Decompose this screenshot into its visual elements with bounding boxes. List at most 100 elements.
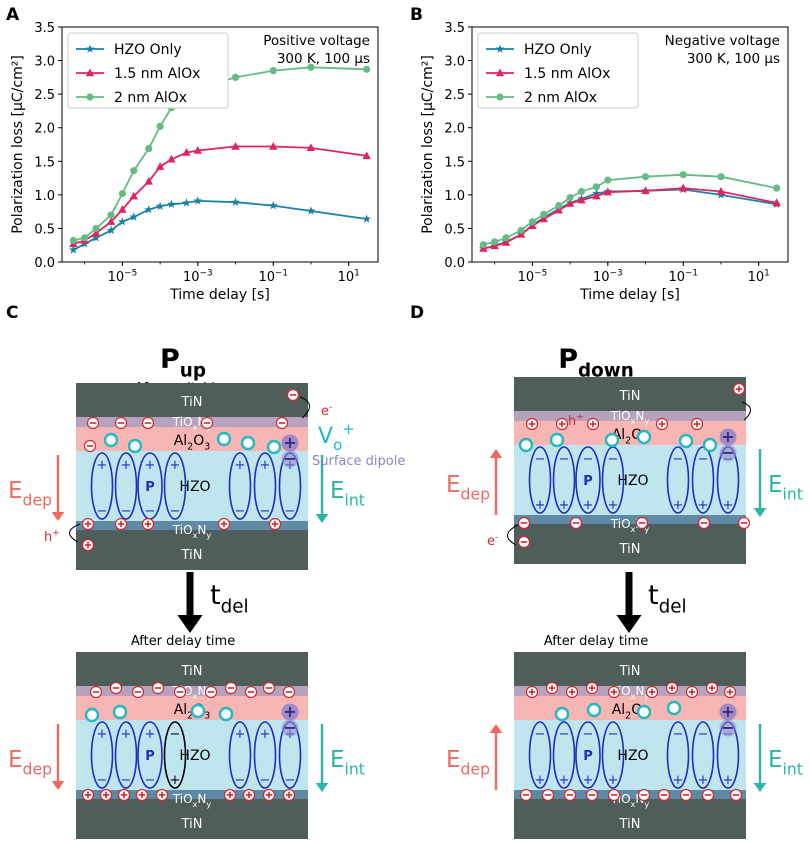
tioxny-bottom-label-part: TiO xyxy=(610,517,631,531)
legend-label: 2 nm AlOx xyxy=(114,90,187,106)
y-tick-label: 1.5 xyxy=(34,155,55,170)
data-point xyxy=(306,206,316,215)
y-tick-label: 0.0 xyxy=(444,256,465,271)
edep-label: Edep xyxy=(8,478,52,509)
negative-charge xyxy=(635,516,649,530)
x-tick-label-part: −3 xyxy=(200,269,213,279)
data-point xyxy=(130,167,138,175)
tdel-label-c-part: del xyxy=(221,597,249,618)
domain-outline xyxy=(253,452,277,520)
tdel-arrow-c xyxy=(177,572,203,633)
tioxny-bottom-layer xyxy=(514,790,746,799)
y-tick-label: 2.5 xyxy=(34,88,55,103)
domain-charge: + xyxy=(698,498,709,513)
tin-bottom-layer xyxy=(76,530,308,570)
data-point xyxy=(363,65,371,73)
hole-label-d-part: h xyxy=(568,414,576,429)
y-tick-label: 2.0 xyxy=(34,122,55,137)
oxygen-vacancy xyxy=(666,700,682,716)
al2o3-label-part: 2 xyxy=(625,710,631,721)
data-point xyxy=(155,201,165,210)
data-point xyxy=(307,63,315,71)
tioxny-label-part: TiO xyxy=(172,415,193,429)
tioxny-bottom-label-part: x xyxy=(193,530,198,540)
domain-ellipse: +− xyxy=(253,721,277,789)
al2o3-label-part: O xyxy=(193,433,204,449)
domain-charge: + xyxy=(583,498,594,513)
y-tick-label: 3.5 xyxy=(34,21,55,36)
oxygen-vacancy xyxy=(240,435,256,451)
domain-ellipse: −+ xyxy=(666,721,690,789)
domain-charge: + xyxy=(559,498,570,513)
edep-label-part: E xyxy=(446,472,461,498)
tdel-label-d: tdel xyxy=(648,580,687,618)
plot-frame xyxy=(61,26,379,263)
tioxny-bottom-label-part: TiO xyxy=(172,523,193,537)
y-axis-label: Polarization loss [μC/cm²] xyxy=(420,55,436,234)
x-axis-label: Time delay [s] xyxy=(169,287,270,303)
hole-label-d-part: + xyxy=(576,413,583,423)
domain-charge: + xyxy=(723,498,734,513)
annotation-line: Negative voltage xyxy=(665,33,780,49)
domain-outline xyxy=(528,446,552,514)
domain-charge: + xyxy=(97,458,108,473)
domain-outline xyxy=(575,721,601,789)
domain-charge: + xyxy=(235,727,246,742)
tioxny-label-part: N xyxy=(635,684,644,698)
negative-charge xyxy=(204,685,218,699)
annotation-line: 300 K, 100 μs xyxy=(277,51,370,67)
domain-ellipse: −+ xyxy=(528,446,552,514)
al2o3-label-part: Al xyxy=(174,702,187,718)
positive-charge xyxy=(223,788,237,802)
x-tick-label-part: 10 xyxy=(593,270,610,285)
hzo-layer xyxy=(514,445,746,515)
data-point xyxy=(182,148,191,156)
x-tick-label-part: 10 xyxy=(668,270,685,285)
legend-marker xyxy=(86,93,94,101)
legend-marker xyxy=(495,68,505,77)
tioxny-label: TiOxNy xyxy=(610,409,650,426)
after-delay-c: After delay time xyxy=(131,634,235,649)
domain-outline xyxy=(552,446,576,514)
eint-arrow xyxy=(315,455,329,523)
legend-marker xyxy=(85,44,95,53)
tioxny-bottom-label-part: x xyxy=(193,799,198,809)
data-point xyxy=(717,173,725,181)
vacancy-label: Vo+ xyxy=(318,420,355,454)
edep-label-part: dep xyxy=(461,759,491,778)
dipole-minus: − xyxy=(283,718,296,737)
data-point xyxy=(592,183,601,191)
tioxny-bottom-label-part: y xyxy=(644,799,649,809)
negative-charge xyxy=(563,788,577,802)
domain-outline xyxy=(601,721,625,789)
eint-label-part: int xyxy=(345,759,365,778)
edep-label: Edep xyxy=(446,472,490,503)
edep-arrow xyxy=(51,455,65,521)
domain-outline xyxy=(228,452,252,520)
eint-label-part: E xyxy=(330,747,345,773)
series-2-nm-alox xyxy=(69,63,371,245)
tdel-label-d-part: t xyxy=(648,580,659,611)
data-point xyxy=(679,183,688,192)
edep-arrow-head xyxy=(51,512,65,521)
data-point xyxy=(231,142,240,150)
domain-outline xyxy=(163,452,187,520)
data-point xyxy=(491,238,499,246)
legend-label: HZO Only xyxy=(524,42,592,58)
oxygen-vacancy xyxy=(218,706,234,722)
data-point xyxy=(528,218,537,226)
heading-pup: Pup xyxy=(160,344,206,382)
hzo-label: HZO xyxy=(179,479,210,495)
negative-charge xyxy=(585,788,599,802)
domain-charge: + xyxy=(535,773,546,788)
annotation-line: Positive voltage xyxy=(263,33,370,49)
x-tick-label: 10−1 xyxy=(668,269,698,285)
data-point xyxy=(773,184,781,192)
eint-label-part: int xyxy=(345,490,365,509)
heading-pup-part: P xyxy=(160,344,180,375)
domain-charge: − xyxy=(285,773,296,788)
tioxny-top-layer xyxy=(514,411,746,421)
oxygen-vacancy xyxy=(216,431,232,447)
data-point xyxy=(91,228,101,237)
legend-box xyxy=(67,32,229,109)
